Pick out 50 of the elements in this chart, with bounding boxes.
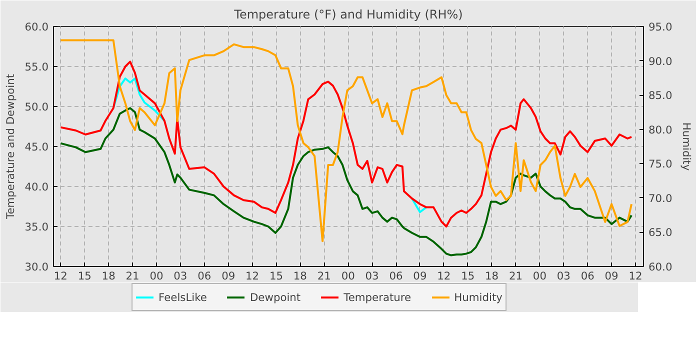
x-tick-label: 06 [580,270,595,282]
y2-tick-label: 70.0 [648,192,672,205]
x-tick-label: 21 [508,270,523,282]
x-tick-label: 00 [532,270,547,282]
x-tick-label: 12 [437,270,451,282]
y2-tick-label: 80.0 [648,123,672,136]
y2-tick-label: 75.0 [648,158,672,171]
chart-title: Temperature (°F) and Humidity (RH%) [233,8,463,22]
y2-tick-label: 95.0 [648,20,672,34]
x-tick-label: 12 [246,270,260,282]
line-series [60,107,633,256]
x-tick-label: 15 [78,270,92,282]
x-tick-label: 18 [485,270,499,282]
x-tick-label: 03 [174,270,188,282]
x-tick-label: 03 [365,270,379,282]
y2-tick-label: 85.0 [648,89,672,102]
y2-axis-title: Humidity [680,122,694,171]
x-tick-label: 00 [341,270,356,282]
x-tick-label: 21 [317,270,331,282]
y-tick-label: 30.0 [24,260,49,274]
y2-tick-label: 60.0 [648,260,672,274]
x-tick-label: 18 [102,270,116,282]
legend-label: FeelsLike [158,290,207,304]
x-tick-label: 12 [54,270,68,282]
x-tick-label: 09 [604,270,619,282]
y-tick-label: 35.0 [24,220,49,234]
x-tick-label: 15 [461,270,475,282]
line-series [60,60,633,228]
y2-tick-label: 65.0 [648,226,672,240]
legend-label: Temperature [344,290,412,304]
legend-label: Humidity [454,290,502,304]
x-tick-label: 09 [413,270,427,282]
x-tick-label: 09 [222,270,236,282]
y-tick-label: 40.0 [24,180,49,194]
x-tick-label: 06 [389,270,404,282]
y-axis-title: Temperature and Dewpoint [4,74,17,220]
y-tick-label: 55.0 [24,60,49,74]
y-tick-label: 60.0 [24,20,49,34]
y2-tick-label: 90.0 [648,54,672,68]
legend-label: Dewpoint [250,290,301,304]
y-tick-label: 50.0 [24,100,49,114]
x-tick-label: 00 [150,270,164,282]
x-tick-label: 21 [126,270,140,282]
x-tick-label: 18 [293,270,308,282]
x-tick-label: 12 [628,270,642,282]
y-tick-label: 45.0 [24,140,49,154]
x-tick-label: 03 [556,270,570,282]
line-series [60,39,633,242]
x-tick-label: 06 [198,270,212,282]
x-tick-label: 15 [269,270,284,282]
